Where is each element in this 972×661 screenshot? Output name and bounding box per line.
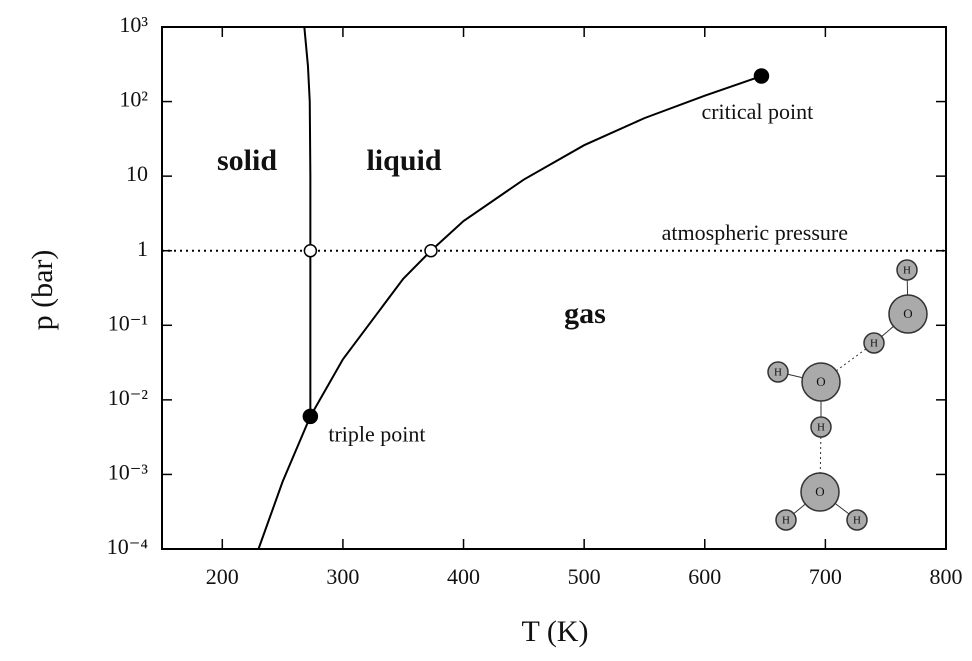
point <box>753 68 770 84</box>
x-tick-label: 600 <box>688 564 721 589</box>
molecule-atom <box>801 362 841 402</box>
atom-label: H <box>903 265 911 277</box>
atom-label: H <box>817 422 825 434</box>
y-axis-label: p (bar) <box>26 250 59 331</box>
y-tick-label: 10 <box>126 161 148 186</box>
molecule-bond <box>819 426 822 493</box>
region-label: gas <box>564 297 606 330</box>
atom-label: O <box>815 484 824 499</box>
y-tick-label: 10² <box>119 87 148 112</box>
x-tick-label: 300 <box>326 564 359 589</box>
atom-label: O <box>816 374 825 389</box>
molecule-atom <box>863 332 885 354</box>
x-tick-label: 700 <box>809 564 842 589</box>
point-label: triple point <box>328 421 425 446</box>
x-tick-label: 500 <box>568 564 601 589</box>
x-tick-label: 800 <box>930 564 963 589</box>
y-tick-label: 10³ <box>119 12 148 37</box>
molecule-bond <box>820 342 875 383</box>
point <box>424 243 438 258</box>
phase-boundary <box>309 75 762 417</box>
y-tick-label: 10⁻³ <box>108 459 149 484</box>
point-label: critical point <box>701 99 813 124</box>
molecule-atom <box>767 361 789 383</box>
x-tick-label: 200 <box>206 564 239 589</box>
phase-boundary <box>257 416 312 550</box>
atom-label: H <box>870 338 878 350</box>
region-label: solid <box>217 144 277 177</box>
phase-boundary <box>303 26 312 417</box>
y-tick-label: 10⁻¹ <box>108 310 148 335</box>
molecule-atom <box>775 509 797 531</box>
atom-label: H <box>782 515 790 527</box>
atom-label: H <box>774 367 782 379</box>
point <box>303 243 318 258</box>
y-tick-label: 10⁻⁴ <box>107 534 149 559</box>
x-axis-label: T (K) <box>522 615 589 648</box>
molecule-atom <box>846 509 868 531</box>
region-label: liquid <box>366 144 441 177</box>
plot-frame <box>161 26 947 550</box>
molecule-atom <box>800 472 840 512</box>
y-tick-label: 1 <box>137 236 148 261</box>
point <box>302 408 319 425</box>
molecule-atom <box>810 416 832 438</box>
reference-label: atmospheric pressure <box>662 220 848 245</box>
atom-label: H <box>853 515 861 527</box>
x-tick-label: 400 <box>447 564 480 589</box>
atom-label: O <box>903 306 912 321</box>
molecule-atom <box>896 259 918 281</box>
molecule-atom <box>888 294 928 334</box>
y-tick-label: 10⁻² <box>108 385 149 410</box>
